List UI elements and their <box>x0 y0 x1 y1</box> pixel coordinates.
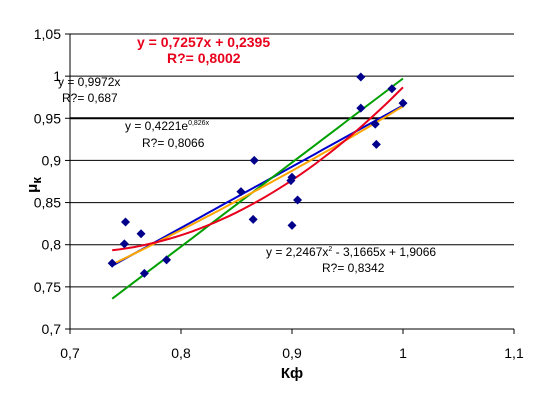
data-point <box>249 155 259 165</box>
y-tick-label: 0,85 <box>34 195 61 211</box>
y-tick-label: 1,05 <box>34 26 61 42</box>
y-tick-label: 1 <box>53 68 61 84</box>
y-tick-label: 0,95 <box>34 110 61 126</box>
data-point <box>356 72 366 82</box>
x-tick-label: 0,9 <box>282 345 302 361</box>
y-tick-label: 0,9 <box>42 152 62 168</box>
y-axis-label-main: μ <box>24 184 41 193</box>
y-axis-label-sub: к <box>29 177 44 184</box>
data-point <box>398 98 408 108</box>
annotation-exp-base: y = 0,4221e <box>125 119 188 133</box>
x-tick-label: 0,7 <box>60 345 80 361</box>
x-tick-labels: 0,7 0,8 0,9 1 1,1 <box>60 329 524 361</box>
annotation-linear-equation: y = 0,7257x + 0,2395 <box>137 34 270 50</box>
data-point <box>248 214 258 224</box>
data-point <box>287 172 297 182</box>
annotation-poly-post: - 3,1665x + 1,9066 <box>332 245 436 259</box>
data-point <box>287 220 297 230</box>
x-tick-label: 0,8 <box>171 345 191 361</box>
x-tick-label: 1 <box>399 345 407 361</box>
annotation-poly-equation: y = 2,2467x2 - 3,1665x + 1,9066 <box>266 245 436 259</box>
annotation-exp-equation: y = 0,4221e0,826x <box>125 119 210 133</box>
annotation-poly-power: 2 <box>328 246 332 253</box>
annotation-exp-exponent: 0,826x <box>188 120 210 127</box>
data-point <box>139 268 149 278</box>
data-point <box>162 255 172 265</box>
data-point <box>356 103 366 113</box>
annotation-linear-r2: R?= 0,8002 <box>167 50 241 66</box>
y-tick-labels: 0,7 0,75 0,8 0,85 0,9 0,95 1 1,05 <box>34 26 70 337</box>
annotation-exp-r2: R?= 0,8066 <box>142 136 205 150</box>
annotation-origin-r2: R?= 0,687 <box>62 91 118 105</box>
y-tick-label: 0,8 <box>42 237 62 253</box>
data-point <box>121 217 130 227</box>
annotation-origin-equation: y = 0,9972x <box>58 75 120 89</box>
data-points <box>107 72 408 278</box>
data-point <box>119 239 129 249</box>
data-point <box>293 195 303 205</box>
data-point <box>370 119 380 129</box>
data-point <box>236 187 246 197</box>
data-point <box>107 258 117 268</box>
annotation-poly-pre: y = 2,2467x <box>266 245 328 259</box>
trendline-polynomial <box>112 86 404 252</box>
trendlines <box>111 77 404 300</box>
x-tick-label: 1,1 <box>504 345 524 361</box>
data-point <box>387 84 397 94</box>
y-tick-label: 0,75 <box>34 279 61 295</box>
data-point <box>136 229 146 239</box>
y-axis-label: μк <box>24 177 44 193</box>
y-tick-label: 0,7 <box>42 321 62 337</box>
data-point <box>371 139 381 149</box>
x-axis-label: Кф <box>281 365 303 382</box>
annotation-poly-r2: R?= 0,8342 <box>322 261 385 275</box>
